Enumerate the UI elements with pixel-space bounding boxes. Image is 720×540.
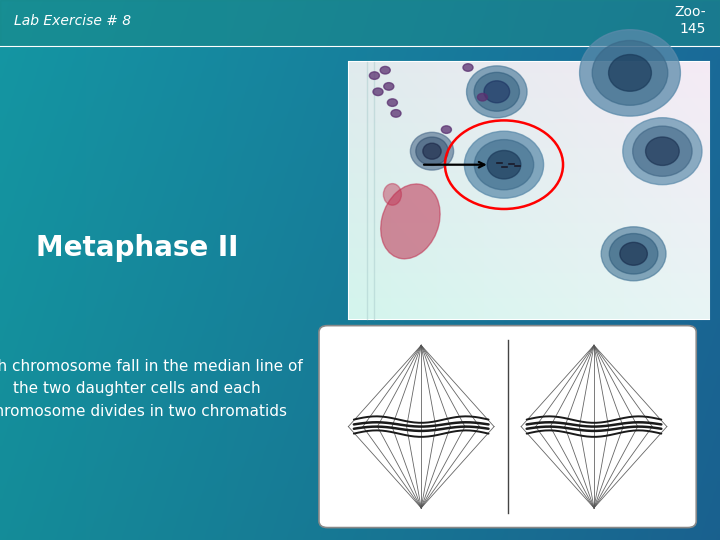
- Ellipse shape: [484, 81, 510, 103]
- Circle shape: [373, 88, 383, 96]
- Circle shape: [380, 66, 390, 74]
- Ellipse shape: [601, 227, 666, 281]
- Ellipse shape: [593, 40, 668, 105]
- Text: Metaphase II: Metaphase II: [35, 234, 238, 262]
- Ellipse shape: [609, 233, 658, 274]
- Ellipse shape: [384, 184, 402, 205]
- Ellipse shape: [608, 55, 652, 91]
- Circle shape: [369, 72, 379, 79]
- Ellipse shape: [416, 137, 448, 165]
- Ellipse shape: [487, 151, 521, 179]
- Ellipse shape: [620, 242, 647, 265]
- Ellipse shape: [580, 30, 680, 116]
- Text: Each chromosome fall in the median line of
the two daughter cells and each
chrom: Each chromosome fall in the median line …: [0, 359, 303, 418]
- Ellipse shape: [410, 132, 454, 170]
- Ellipse shape: [467, 66, 527, 118]
- Ellipse shape: [633, 126, 692, 176]
- Bar: [0, 0, 720, 46]
- Circle shape: [387, 99, 397, 106]
- Ellipse shape: [646, 137, 679, 165]
- Text: Zoo-
145: Zoo- 145: [674, 5, 706, 36]
- Circle shape: [477, 93, 487, 101]
- Ellipse shape: [623, 118, 702, 185]
- Ellipse shape: [474, 72, 520, 111]
- Ellipse shape: [464, 131, 544, 198]
- Text: Lab Exercise # 8: Lab Exercise # 8: [14, 14, 132, 28]
- Ellipse shape: [474, 140, 534, 190]
- Circle shape: [441, 126, 451, 133]
- Circle shape: [384, 83, 394, 90]
- Circle shape: [463, 64, 473, 71]
- Circle shape: [391, 110, 401, 117]
- Bar: [349, 62, 709, 319]
- Ellipse shape: [381, 184, 440, 259]
- FancyBboxPatch shape: [319, 326, 696, 528]
- Ellipse shape: [423, 143, 441, 159]
